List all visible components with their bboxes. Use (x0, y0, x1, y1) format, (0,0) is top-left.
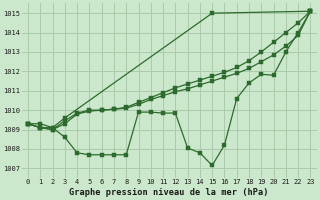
X-axis label: Graphe pression niveau de la mer (hPa): Graphe pression niveau de la mer (hPa) (69, 188, 269, 197)
